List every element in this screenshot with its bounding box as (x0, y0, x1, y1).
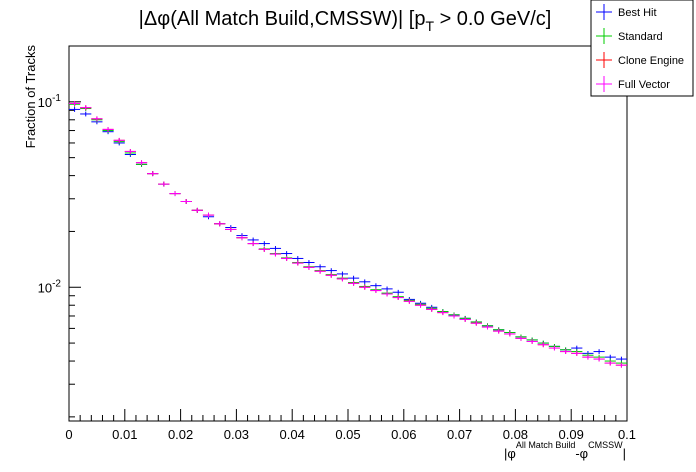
series-layer (69, 101, 627, 368)
x-tick-label: 0.09 (559, 427, 584, 442)
series-standard (69, 101, 627, 366)
plot-frame (68, 45, 628, 422)
legend-label: Full Vector (618, 79, 670, 91)
chart-title: |Δφ(All Match Build,CMSSW)| [pT > 0.0 Ge… (139, 8, 552, 34)
legend-label: Best Hit (618, 7, 657, 19)
legend-label: Clone Engine (618, 55, 684, 67)
x-tick-label: 0 (65, 427, 72, 442)
x-tick-label: 0.04 (280, 427, 305, 442)
series-clone-engine (69, 101, 627, 368)
x-axis-title: |φAll Match Build-φCMSSW| (504, 440, 626, 461)
x-tick-label: 0.01 (112, 427, 137, 442)
legend-box (590, 0, 694, 97)
x-tick-label: 0.07 (447, 427, 472, 442)
y-tick-label: 10-1 (38, 93, 62, 110)
legend-label: Standard (618, 31, 663, 43)
legend: Best Hit Standard Clone Engine Full Vector (590, 0, 694, 97)
x-tick-label: 0.05 (335, 427, 360, 442)
x-tick-label: 0.03 (224, 427, 249, 442)
x-tick-label: 0.1 (618, 427, 636, 442)
series-best-hit (69, 107, 627, 362)
y-tick-label: 10-2 (38, 278, 62, 295)
series-full-vector (69, 101, 627, 368)
y-axis: 10-1 10-2 (38, 45, 81, 418)
x-tick-label: 0.08 (503, 427, 528, 442)
y-axis-title: Fraction of Tracks (23, 45, 38, 149)
x-tick-label: 0.06 (391, 427, 416, 442)
x-tick-label: 0.02 (168, 427, 193, 442)
x-axis: 0 0.01 0.02 0.03 0.04 0.05 0.06 0.07 0.08 0.09 0.1 (65, 409, 636, 442)
